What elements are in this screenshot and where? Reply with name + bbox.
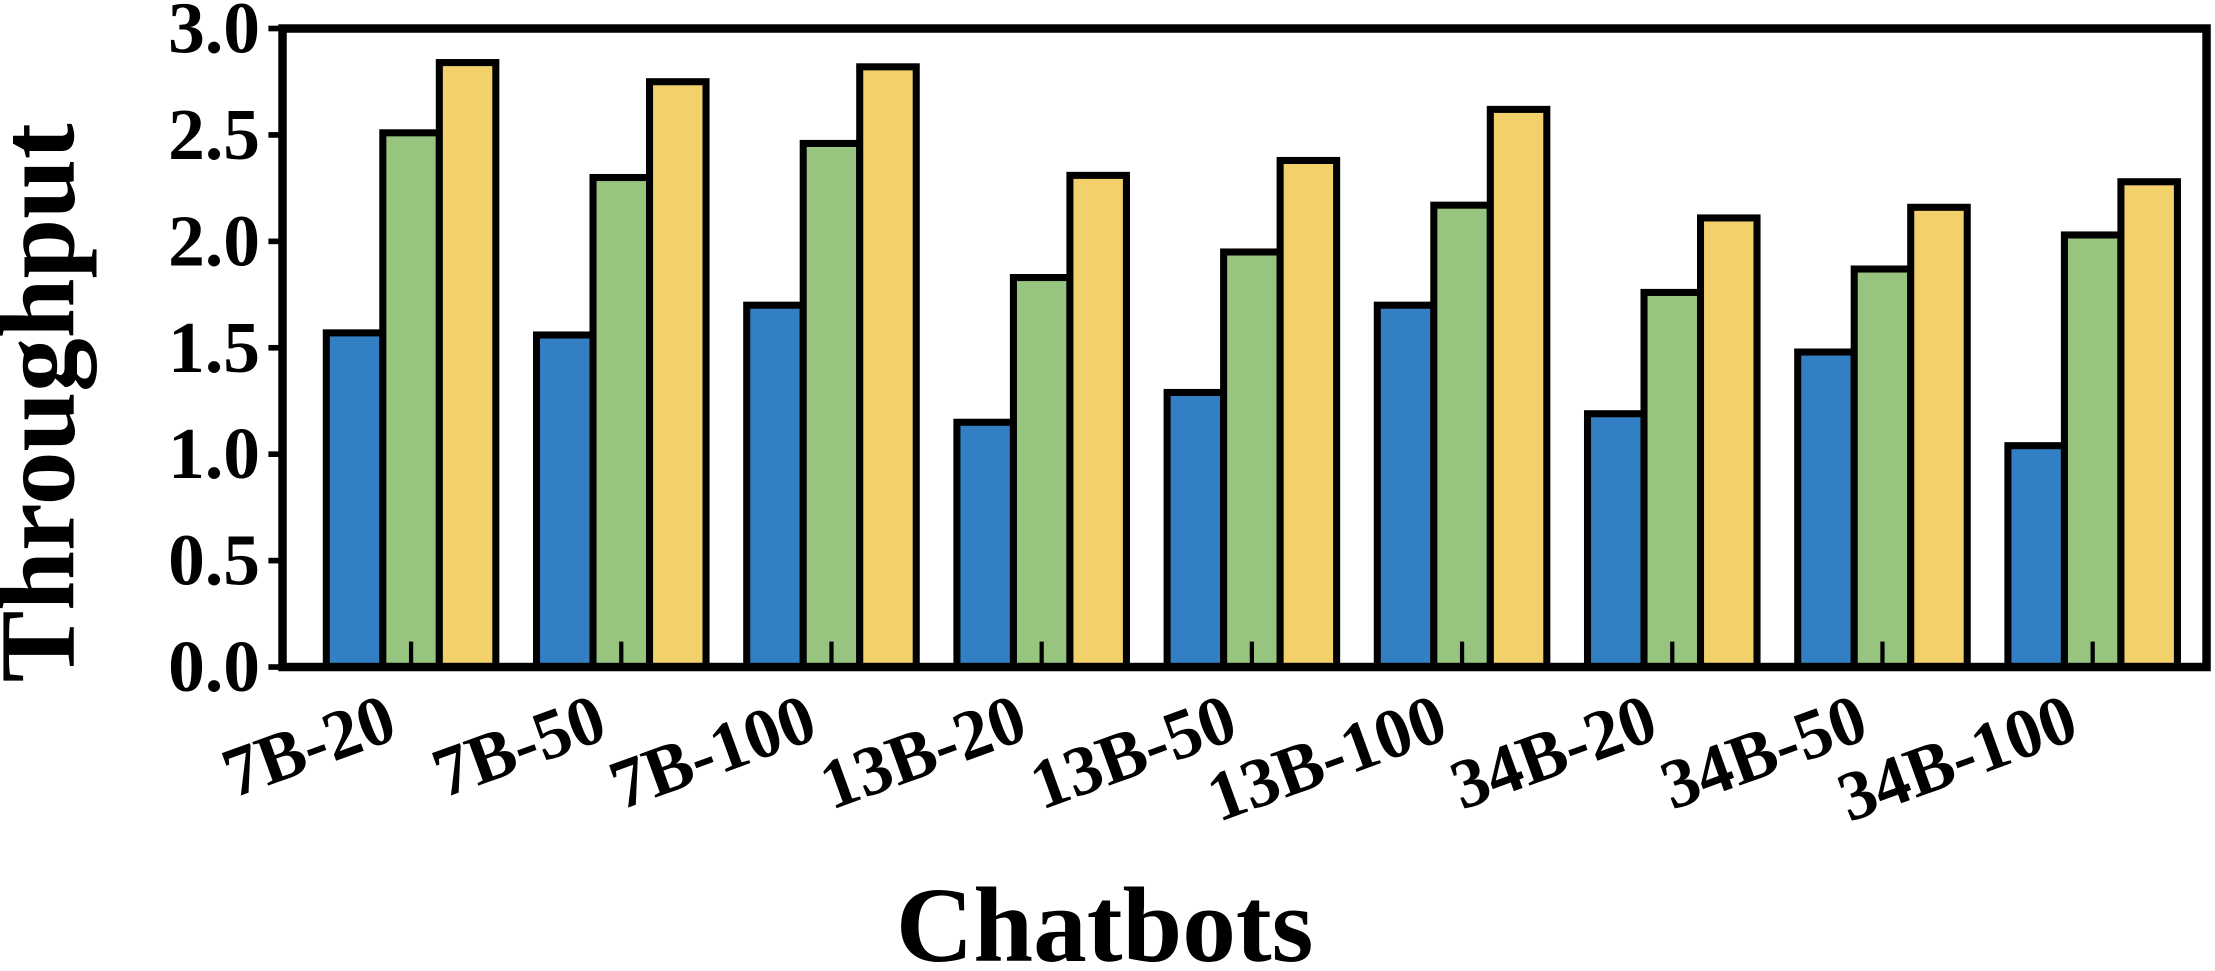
bar <box>1907 203 1971 671</box>
x-axis-title: Chatbots <box>896 866 1314 971</box>
bar <box>1430 201 1494 671</box>
x-tick-label: 13B-20 <box>810 679 1036 825</box>
bar <box>1794 348 1858 671</box>
bar <box>2117 178 2181 671</box>
bar <box>1850 265 1915 671</box>
bar <box>1696 214 1761 671</box>
plot-frame <box>278 24 2211 672</box>
bar <box>322 329 387 671</box>
bar <box>379 129 443 671</box>
bar <box>1066 171 1130 671</box>
y-tick-label: 0.0 <box>168 626 260 707</box>
y-tick-label: 0.5 <box>168 520 260 601</box>
bar <box>1373 301 1438 671</box>
bar <box>435 59 500 671</box>
y-axis-title: Throughput <box>0 123 97 682</box>
bar <box>1220 248 1284 671</box>
y-tick-label: 1.5 <box>168 307 260 388</box>
bar <box>532 331 597 671</box>
y-tick-label: 2.0 <box>168 200 260 281</box>
bar <box>589 173 654 671</box>
bar <box>1486 105 1551 671</box>
bar <box>953 418 1017 671</box>
bar <box>1163 388 1228 671</box>
y-tick-label: 3.0 <box>168 0 260 69</box>
bar <box>2004 442 2068 671</box>
bar <box>2060 231 2125 671</box>
bar <box>1640 288 1705 671</box>
x-tick-label: 7B-100 <box>600 679 826 825</box>
x-tick-label: 13B-100 <box>1197 679 1456 837</box>
bar <box>799 139 864 671</box>
bar <box>1009 274 1074 671</box>
bar <box>645 78 710 671</box>
y-tick-label: 1.0 <box>168 413 260 494</box>
bar <box>1276 156 1341 671</box>
x-tick-label: 34B-100 <box>1828 679 2087 837</box>
y-tick-label: 2.5 <box>168 94 260 175</box>
bar <box>856 63 920 671</box>
x-tick-label: 7B-50 <box>423 679 616 813</box>
bar <box>743 301 807 671</box>
x-tick-label: 34B-20 <box>1441 679 1667 825</box>
bar <box>1583 410 1648 671</box>
